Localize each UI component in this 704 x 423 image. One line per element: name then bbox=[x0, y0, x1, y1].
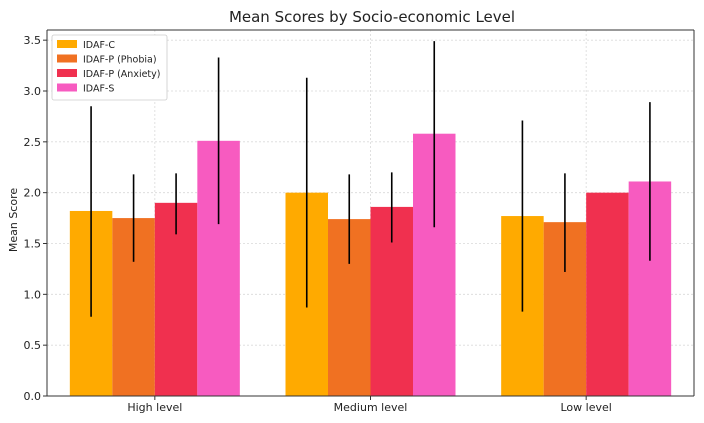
x-tick-label: High level bbox=[127, 401, 182, 414]
y-tick-label: 0.5 bbox=[24, 339, 42, 352]
legend: IDAF-C IDAF-P (Phobia) IDAF-P (Anxiety) IDA… bbox=[51, 34, 168, 101]
legend-swatch bbox=[57, 69, 77, 77]
chart-title: Mean Scores by Socio-economic Level bbox=[229, 8, 515, 26]
bar bbox=[586, 192, 629, 396]
y-tick-label: 2.0 bbox=[24, 187, 42, 200]
y-tick-label: 1.0 bbox=[24, 288, 42, 301]
y-tick-label: 3.0 bbox=[24, 85, 42, 98]
y-tick-label: 3.5 bbox=[24, 34, 42, 47]
y-tick-label: 2.5 bbox=[24, 136, 42, 149]
y-tick-label: 1.5 bbox=[24, 238, 42, 251]
legend-label: IDAF-P (Phobia) bbox=[83, 55, 157, 66]
x-tick-label: Medium level bbox=[334, 401, 408, 414]
legend-label: IDAF-P (Anxiety) bbox=[83, 69, 160, 80]
legend-swatch bbox=[57, 83, 77, 92]
legend-label: IDAF-S bbox=[83, 84, 114, 95]
y-axis-label: Mean Score bbox=[7, 188, 20, 253]
x-tick-label: Low level bbox=[561, 401, 612, 414]
legend-label: IDAF-C bbox=[83, 40, 115, 51]
bars-group bbox=[69, 133, 672, 396]
bar bbox=[154, 202, 198, 396]
legend-box bbox=[51, 34, 168, 101]
legend-swatch bbox=[57, 54, 77, 63]
y-tick-label: 0.0 bbox=[24, 390, 42, 403]
error-bars-group bbox=[90, 41, 651, 317]
axes: 0.0 0.5 1.0 1.5 2.0 2.5 3.0 3.5 High level Medium… bbox=[24, 29, 695, 414]
legend-swatch bbox=[57, 40, 77, 48]
